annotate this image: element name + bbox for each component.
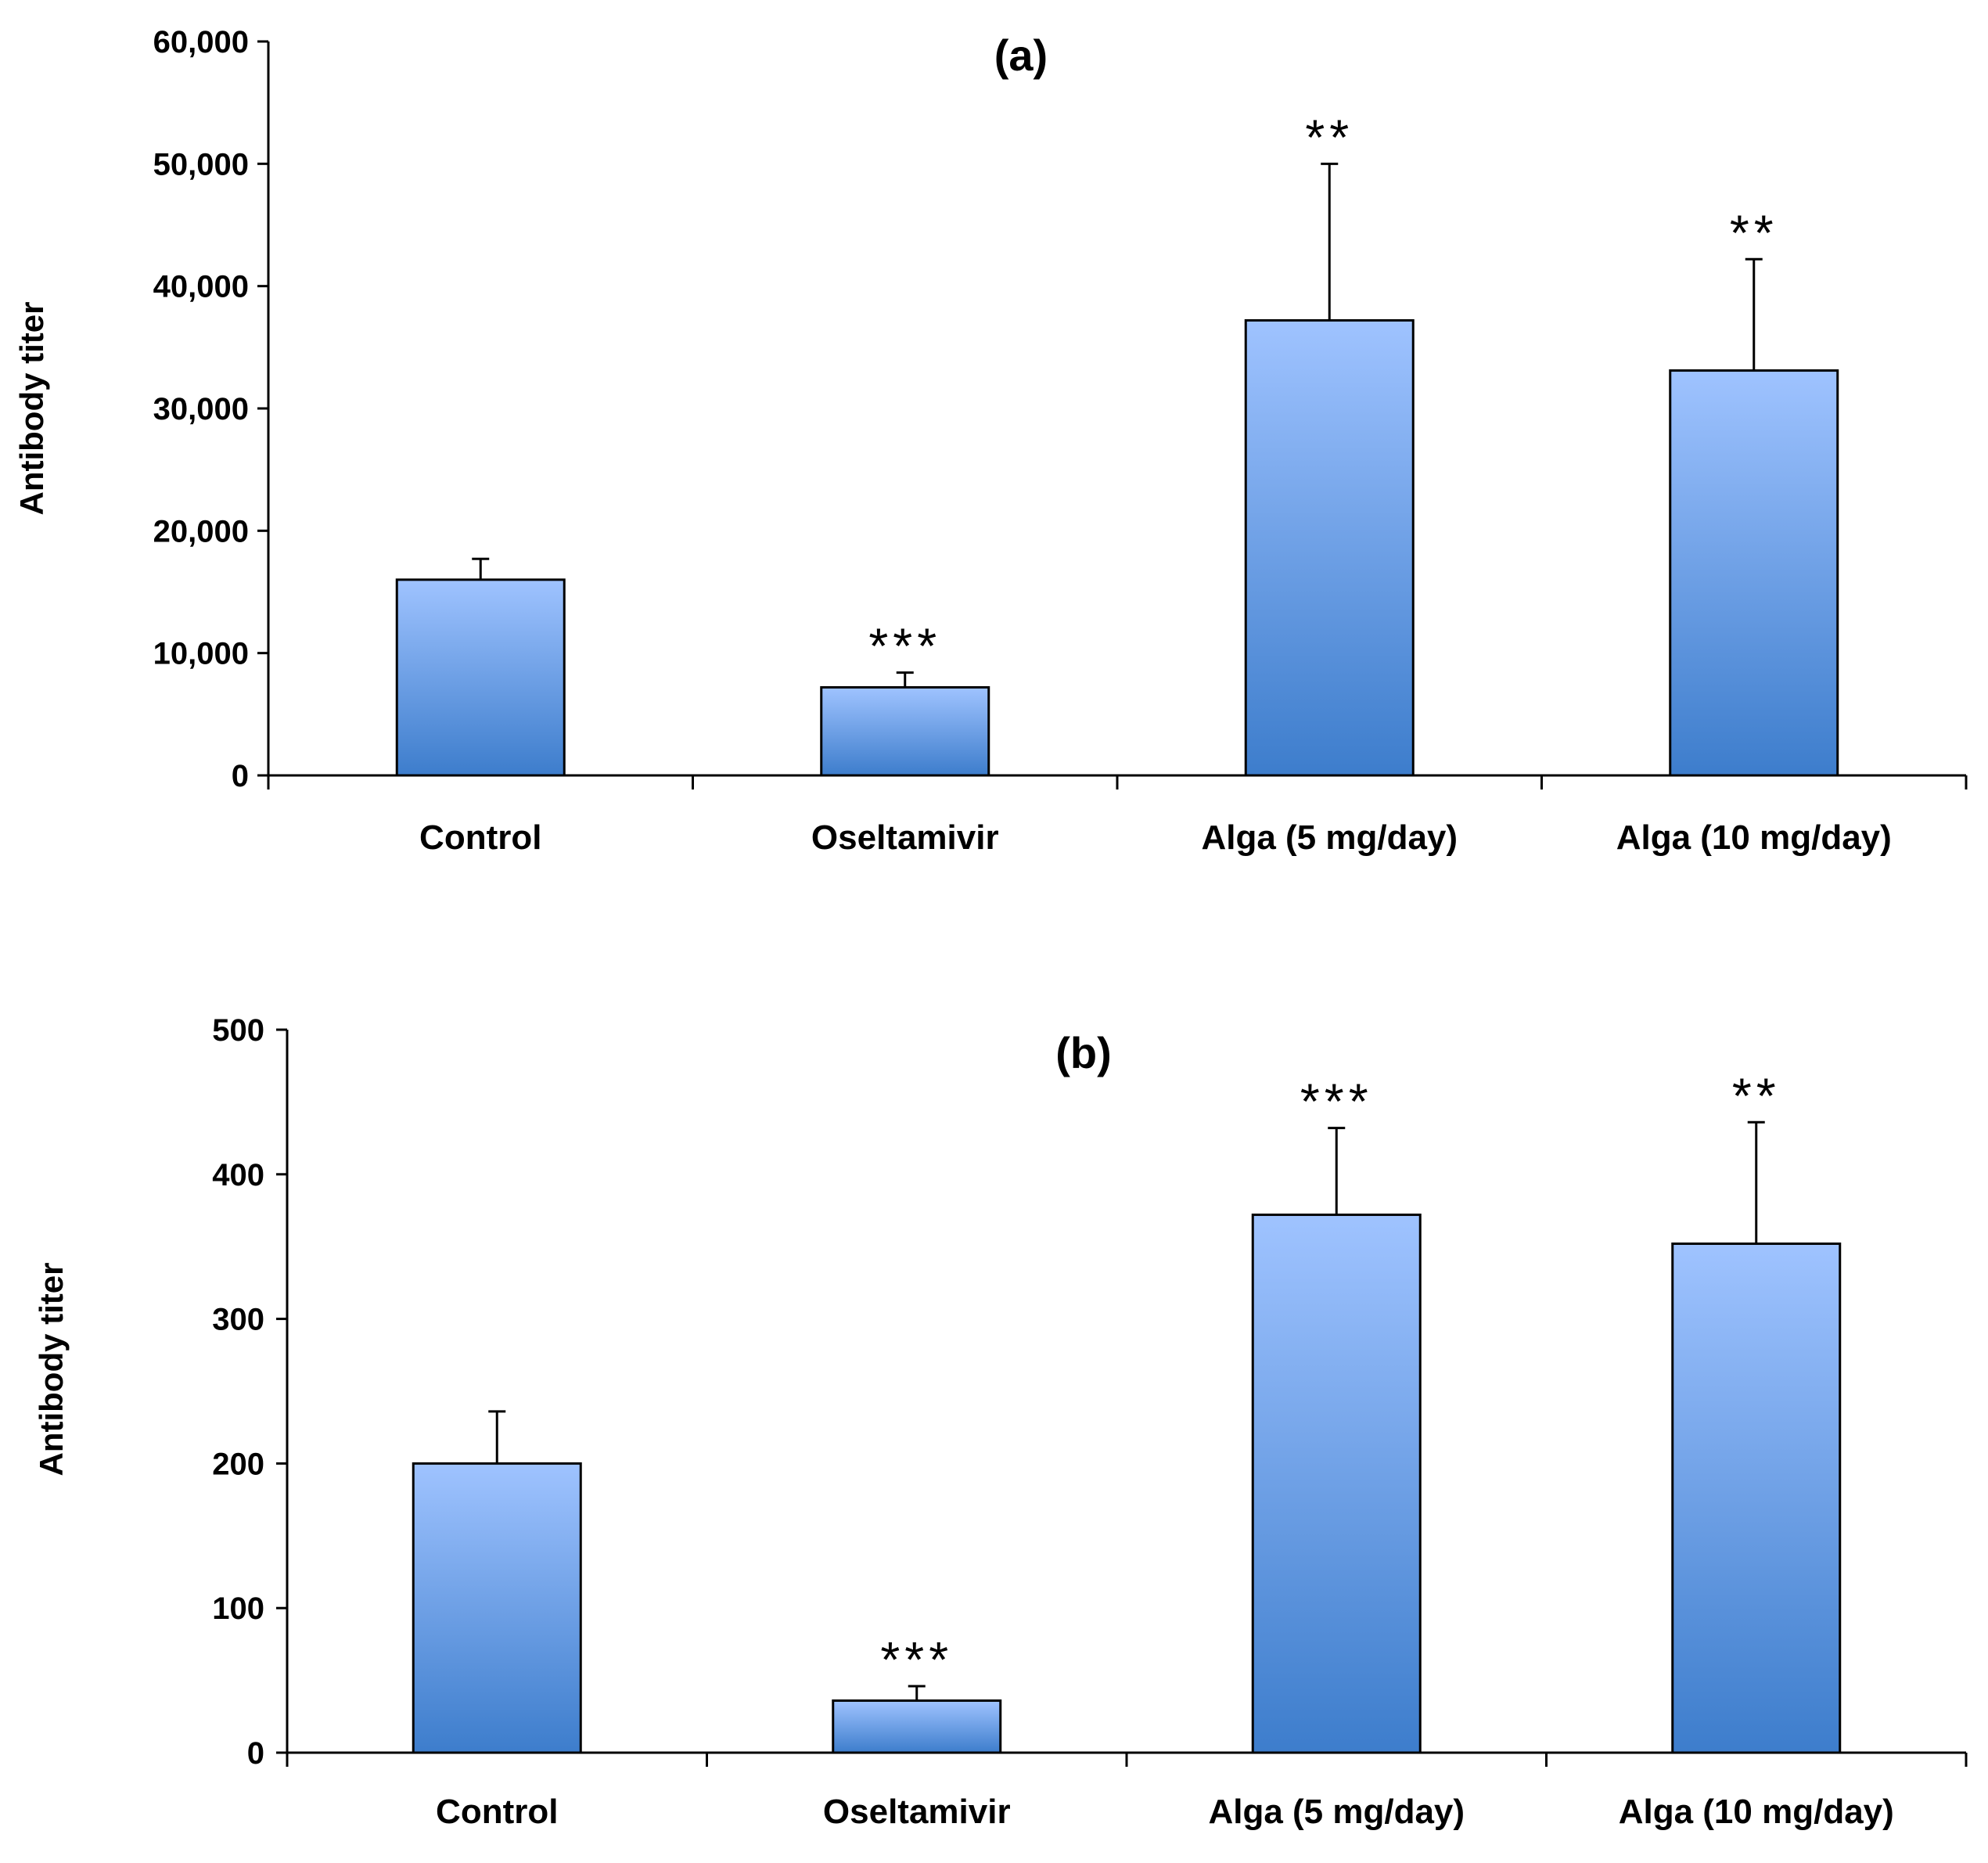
panel-b-y-tick-label: 100 xyxy=(212,1591,264,1626)
panel-b-category-label: Control xyxy=(436,1793,558,1831)
panel-a-y-tick-label: 30,000 xyxy=(153,392,249,426)
panel-a-y-tick-label: 40,000 xyxy=(153,270,249,304)
panel-b-significance-label: ** xyxy=(1732,1067,1781,1124)
panel-a-y-tick-label: 20,000 xyxy=(153,514,249,548)
panel-b-y-axis-title: Antibody titer xyxy=(33,1263,70,1476)
panel-b-y-tick-label: 300 xyxy=(212,1303,264,1337)
panel-b-y-tick-label: 0 xyxy=(247,1736,264,1771)
panel-a-bar xyxy=(1669,369,1839,777)
panel-b-y-tick-label: 200 xyxy=(212,1447,264,1481)
panel-a-bar xyxy=(820,685,990,777)
panel-b-bar xyxy=(412,1462,582,1754)
panel-a-y-tick-label: 0 xyxy=(232,759,249,793)
panel-a-category-label: Alga (5 mg/day) xyxy=(1201,818,1458,857)
panel-b-y-tick-label: 400 xyxy=(212,1158,264,1192)
panel-a-bar xyxy=(395,578,566,777)
panel-b-y-tick-label: 500 xyxy=(212,1013,264,1048)
panel-b-bar xyxy=(1251,1214,1422,1754)
panel-a-significance-label: ** xyxy=(1730,204,1778,261)
panel-a-category-label: Alga (10 mg/day) xyxy=(1616,818,1892,857)
panel-a-y-tick-label: 60,000 xyxy=(153,25,249,59)
panel-b-category-label: Alga (10 mg/day) xyxy=(1619,1793,1894,1831)
panel-b-category-label: Oseltamivir xyxy=(823,1793,1011,1831)
panel-a-significance-label: *** xyxy=(868,618,941,674)
panel-a-y-tick-label: 50,000 xyxy=(153,147,249,182)
panel-b-category-label: Alga (5 mg/day) xyxy=(1208,1793,1465,1831)
panel-a-y-tick-label: 10,000 xyxy=(153,637,249,671)
panel-a-category-label: Control xyxy=(419,818,541,857)
panel-b-significance-label: *** xyxy=(1300,1074,1373,1130)
panel-a-y-axis-title: Antibody titer xyxy=(13,302,50,516)
panel-b-significance-label: *** xyxy=(880,1631,953,1688)
panel-a-title: (a) xyxy=(994,31,1048,80)
panel-b-title: (b) xyxy=(1055,1028,1112,1077)
panel-b-bar xyxy=(832,1699,1002,1754)
panel-a-bar xyxy=(1244,318,1415,777)
panel-b-bar xyxy=(1671,1243,1842,1754)
panel-a-category-label: Oseltamivir xyxy=(811,818,999,857)
panel-a-significance-label: ** xyxy=(1305,109,1353,165)
